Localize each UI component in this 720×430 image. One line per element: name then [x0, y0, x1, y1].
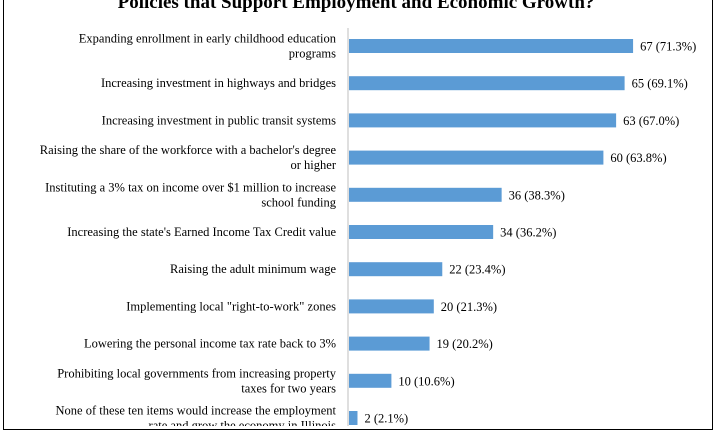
bar — [349, 76, 625, 91]
category-label: Increasing the state's Earned Income Tax… — [67, 225, 336, 239]
category-label: Increasing investment in highways and br… — [101, 76, 336, 90]
bar — [349, 373, 392, 388]
data-label: 20 (21.3%) — [441, 300, 497, 314]
data-label: 10 (10.6%) — [398, 374, 454, 388]
category-label: Instituting a 3% tax on income over $1 m… — [45, 180, 337, 209]
category-label: Lowering the personal income tax rate ba… — [84, 337, 336, 351]
data-label: 34 (36.2%) — [500, 226, 556, 240]
data-label: 22 (23.4%) — [449, 263, 505, 277]
category-label: Prohibiting local governments from incre… — [57, 366, 337, 395]
category-label: Raising the adult minimum wage — [170, 262, 336, 276]
data-label: 36 (38.3%) — [509, 188, 565, 202]
category-label: Increasing investment in public transit … — [102, 113, 336, 127]
data-label: 63 (67.0%) — [623, 114, 679, 128]
category-label: Expanding enrollment in early childhood … — [79, 32, 337, 61]
category-label: None of these ten items would increase t… — [56, 404, 337, 427]
data-label: 60 (63.8%) — [610, 151, 666, 165]
category-label: Implementing local "right-to-work" zones — [126, 299, 336, 313]
bar — [349, 113, 617, 128]
bar — [349, 225, 494, 239]
bar — [349, 336, 430, 351]
bar — [349, 411, 358, 425]
bar — [349, 39, 634, 53]
category-label: Raising the share of the workforce with … — [40, 143, 337, 172]
data-label: 2 (2.1%) — [364, 412, 408, 426]
bar — [349, 187, 502, 202]
data-label: 67 (71.3%) — [640, 40, 696, 54]
data-label: 19 (20.2%) — [437, 337, 493, 351]
data-label: 65 (69.1%) — [632, 77, 688, 91]
bar — [349, 150, 604, 165]
bar — [349, 299, 434, 314]
bar — [349, 262, 443, 277]
chart-title: Policies that Support Employment and Eco… — [118, 0, 595, 13]
